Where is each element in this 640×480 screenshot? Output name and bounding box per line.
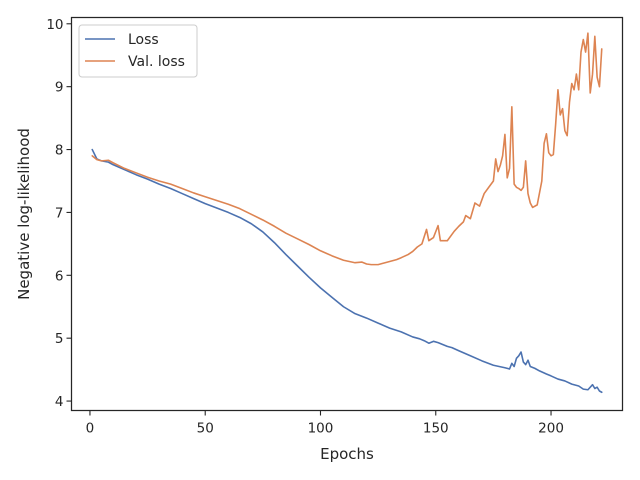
plot-frame bbox=[70, 16, 624, 412]
legend: Loss Val. loss bbox=[78, 24, 198, 78]
y-tick-label: 6 bbox=[55, 268, 64, 284]
y-axis-ticks: 4 5 6 7 8 9 10 bbox=[46, 17, 72, 410]
legend-label-val-loss: Val. loss bbox=[128, 54, 185, 70]
x-tick-label: 100 bbox=[308, 421, 334, 437]
y-tick-label: 7 bbox=[55, 205, 64, 221]
legend-label-loss: Loss bbox=[128, 32, 159, 48]
y-tick-label: 8 bbox=[55, 143, 64, 159]
y-tick-label: 10 bbox=[46, 17, 63, 33]
y-tick-label: 5 bbox=[55, 331, 64, 347]
x-tick-label: 0 bbox=[86, 421, 95, 437]
legend-box bbox=[78, 24, 198, 78]
x-tick-label: 150 bbox=[423, 421, 449, 437]
x-tick-label: 200 bbox=[538, 421, 564, 437]
plot-lines bbox=[91, 32, 603, 394]
y-axis-label: Negative log-likelihood bbox=[15, 128, 33, 300]
x-tick-label: 50 bbox=[197, 421, 214, 437]
series-line-val-loss bbox=[91, 32, 603, 266]
y-tick-label: 9 bbox=[55, 80, 64, 96]
series-line-loss bbox=[91, 148, 603, 394]
y-tick-label: 4 bbox=[55, 394, 64, 410]
x-axis-label: Epochs bbox=[320, 445, 374, 463]
x-axis-ticks: 0 50 100 150 200 bbox=[86, 410, 564, 437]
